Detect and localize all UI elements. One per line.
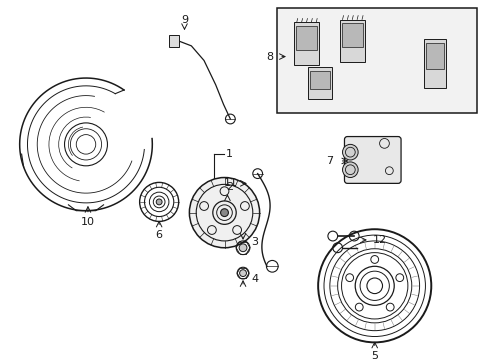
Text: 1: 1: [225, 149, 232, 159]
Circle shape: [220, 209, 228, 217]
Circle shape: [189, 177, 259, 248]
Circle shape: [342, 162, 357, 177]
Bar: [277, 8, 476, 113]
Text: 12: 12: [372, 235, 386, 245]
Bar: [310, 71, 329, 89]
Circle shape: [239, 244, 246, 252]
Text: 11: 11: [223, 178, 237, 188]
Text: 10: 10: [81, 217, 95, 228]
Text: 6: 6: [155, 230, 163, 240]
Bar: [341, 23, 362, 47]
Circle shape: [156, 199, 162, 205]
Bar: [293, 22, 319, 66]
Bar: [426, 43, 443, 69]
Bar: [295, 26, 317, 50]
Text: 8: 8: [265, 51, 272, 62]
Circle shape: [342, 144, 357, 160]
Text: 3: 3: [251, 237, 258, 247]
Polygon shape: [168, 35, 178, 47]
Text: 7: 7: [325, 156, 333, 166]
Bar: [223, 183, 231, 191]
Bar: [424, 39, 445, 88]
Text: 9: 9: [181, 14, 188, 24]
Circle shape: [239, 270, 246, 276]
Text: 5: 5: [370, 351, 377, 360]
Text: 4: 4: [251, 274, 258, 284]
Bar: [308, 67, 331, 99]
Bar: [339, 19, 364, 62]
Text: 2: 2: [225, 182, 232, 192]
FancyBboxPatch shape: [344, 136, 400, 183]
